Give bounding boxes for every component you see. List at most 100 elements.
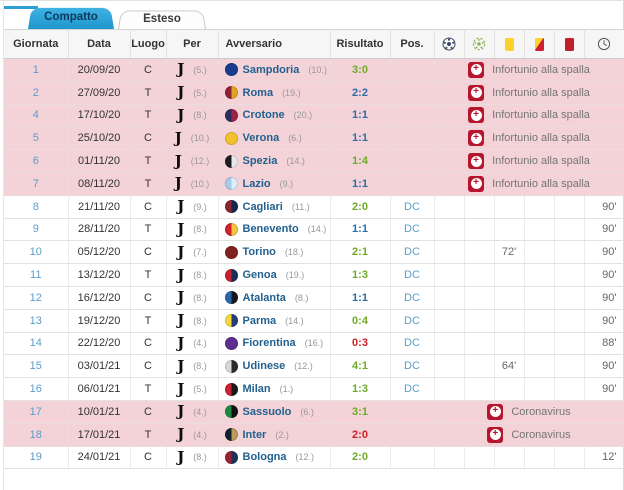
- matchday-link[interactable]: 9: [32, 223, 39, 236]
- position-link[interactable]: DC: [404, 269, 420, 282]
- date-cell: 28/11/20: [68, 218, 131, 242]
- position-link[interactable]: DC: [404, 291, 420, 304]
- opponent-link[interactable]: Sassuolo: [242, 405, 292, 418]
- result-link[interactable]: 2:0: [352, 428, 368, 441]
- matchday-cell: 11: [4, 263, 69, 287]
- medical-cross-icon: +: [468, 130, 485, 147]
- result-link[interactable]: 2:2: [352, 86, 368, 99]
- tab-compatto[interactable]: Compatto: [28, 6, 114, 30]
- matchday-cell: 19: [4, 446, 69, 470]
- result-link[interactable]: 2:1: [352, 246, 368, 259]
- position-link[interactable]: DC: [404, 314, 420, 327]
- position-link[interactable]: DC: [404, 246, 420, 259]
- opponent-link[interactable]: Torino: [242, 246, 276, 259]
- club-position: (8.): [193, 315, 207, 326]
- matchday-link[interactable]: 14: [29, 337, 42, 350]
- result-link[interactable]: 1:1: [352, 132, 368, 145]
- position-link[interactable]: DC: [404, 223, 420, 236]
- result-link[interactable]: 1:1: [352, 291, 368, 304]
- position-link[interactable]: DC: [404, 200, 420, 213]
- opponent-link[interactable]: Cagliari: [242, 200, 283, 213]
- result-link[interactable]: 1:1: [352, 223, 368, 236]
- matchday-link[interactable]: 15: [29, 360, 42, 373]
- position-link[interactable]: DC: [404, 383, 420, 396]
- result-link[interactable]: 1:3: [352, 269, 368, 282]
- opponent-link[interactable]: Inter: [242, 428, 267, 441]
- matchday-link[interactable]: 1: [32, 63, 39, 76]
- matchday-link[interactable]: 5: [32, 132, 39, 145]
- opponent-link[interactable]: Bologna: [242, 451, 287, 464]
- opponent-cell: Inter (2.): [218, 423, 331, 447]
- opponent-link[interactable]: Benevento: [242, 223, 299, 236]
- opponent-link[interactable]: Verona: [242, 132, 280, 145]
- date-cell: 08/11/20: [68, 172, 131, 196]
- matchday-link[interactable]: 13: [29, 314, 42, 327]
- date-cell: 01/11/20: [68, 149, 131, 173]
- position-cell: [390, 81, 435, 105]
- opponent-link[interactable]: Roma: [242, 86, 274, 99]
- absence-cell: + Infortunio alla spalla: [434, 172, 624, 196]
- juventus-crest-icon: J: [177, 447, 185, 466]
- result-link[interactable]: 4:1: [352, 360, 368, 373]
- match-log-table: Giornata Data Luogo Per Avversario Risul…: [4, 29, 624, 470]
- result-link[interactable]: 0:3: [352, 337, 368, 350]
- matchday-link[interactable]: 17: [29, 405, 42, 418]
- matchday-cell: 4: [4, 104, 69, 128]
- red-card-icon: [554, 29, 585, 59]
- tab-bar: Compatto Esteso: [4, 1, 623, 30]
- result-link[interactable]: 1:1: [352, 177, 368, 190]
- opponent-link[interactable]: Crotone: [242, 109, 285, 122]
- venue-cell: T: [130, 263, 167, 287]
- absence-reason: Infortunio alla spalla: [492, 63, 590, 76]
- result-cell: 2:0: [330, 195, 391, 219]
- opponent-link[interactable]: Atalanta: [242, 291, 286, 304]
- matchday-link[interactable]: 18: [29, 428, 42, 441]
- opponent-link[interactable]: Lazio: [242, 177, 271, 190]
- absence-cell: + Infortunio alla spalla: [434, 149, 624, 173]
- red-card-cell: [554, 332, 585, 356]
- matchday-link[interactable]: 4: [32, 109, 39, 122]
- position-link[interactable]: DC: [404, 360, 420, 373]
- matchday-link[interactable]: 2: [32, 86, 39, 99]
- matchday-link[interactable]: 11: [30, 269, 42, 282]
- for-club-cell: J (8.): [166, 104, 219, 128]
- date-cell: 16/12/20: [68, 286, 131, 310]
- result-link[interactable]: 1:1: [352, 109, 368, 122]
- goals-cell: [434, 332, 465, 356]
- matchday-link[interactable]: 16: [29, 383, 42, 396]
- matchday-link[interactable]: 8: [32, 200, 39, 213]
- opponent-link[interactable]: Udinese: [242, 360, 286, 373]
- opponent-position: (8.): [294, 292, 309, 303]
- date-cell: 03/01/21: [68, 354, 131, 379]
- result-link[interactable]: 2:0: [352, 200, 368, 213]
- opponent-link[interactable]: Genoa: [242, 269, 277, 282]
- opponent-link[interactable]: Sampdoria: [242, 63, 300, 76]
- matchday-link[interactable]: 19: [29, 451, 42, 464]
- matchday-link[interactable]: 10: [29, 246, 42, 259]
- result-link[interactable]: 3:1: [352, 405, 368, 418]
- result-link[interactable]: 1:3: [352, 383, 368, 396]
- opponent-link[interactable]: Spezia: [242, 155, 278, 168]
- opponent-link[interactable]: Parma: [242, 314, 277, 327]
- matchday-link[interactable]: 7: [32, 177, 39, 190]
- result-link[interactable]: 0:4: [352, 314, 368, 327]
- opponent-link[interactable]: Milan: [242, 383, 271, 396]
- venue-cell: C: [130, 126, 167, 151]
- position-cell: DC: [390, 286, 435, 310]
- tab-esteso[interactable]: Esteso: [118, 9, 206, 29]
- result-link[interactable]: 3:0: [352, 63, 368, 76]
- matchday-cell: 13: [4, 309, 69, 333]
- result-link[interactable]: 2:0: [352, 451, 368, 464]
- club-position: (5.): [193, 87, 207, 98]
- opponent-link[interactable]: Fiorentina: [242, 337, 296, 350]
- opponent-position: (14.): [286, 156, 305, 167]
- opponent-position: (6.): [300, 406, 314, 417]
- minutes-cell: 90': [584, 263, 624, 287]
- red-card-cell: [554, 218, 585, 242]
- position-cell: DC: [390, 332, 435, 356]
- position-link[interactable]: DC: [404, 337, 420, 350]
- matchday-link[interactable]: 12: [29, 291, 42, 304]
- result-link[interactable]: 1:4: [352, 155, 368, 168]
- matchday-link[interactable]: 6: [32, 155, 39, 168]
- absence-reason: Coronavirus: [511, 405, 571, 418]
